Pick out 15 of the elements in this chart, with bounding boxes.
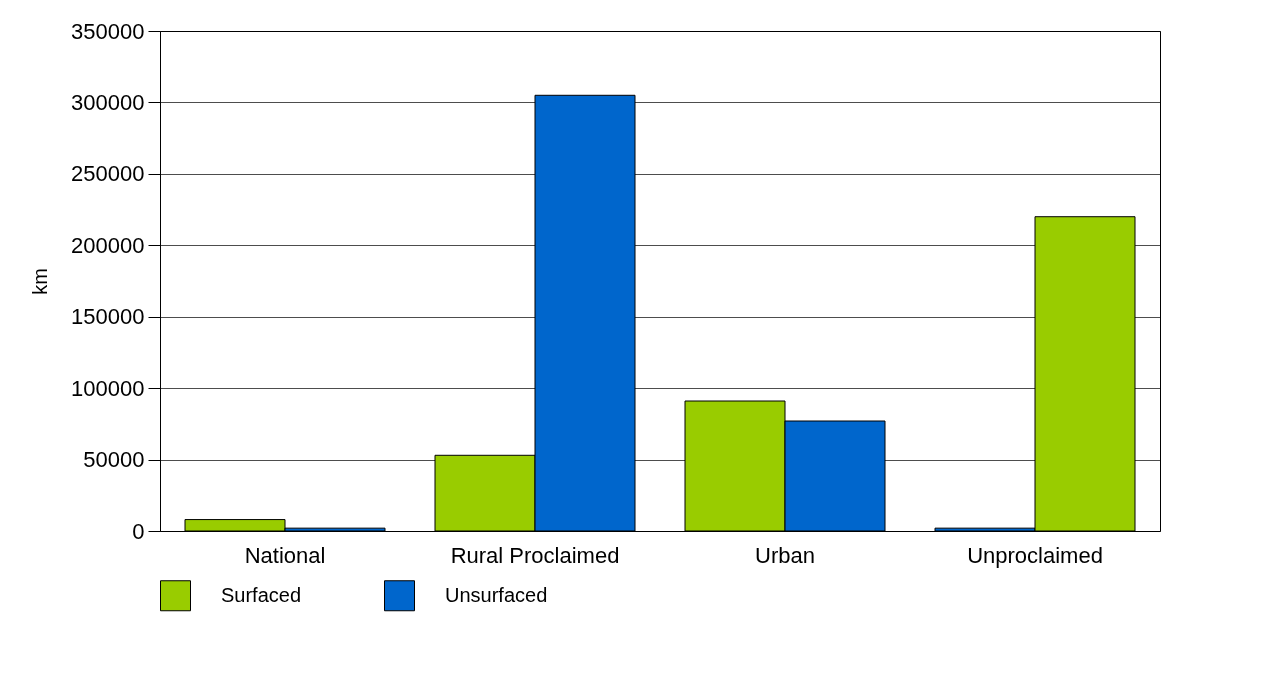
- legend-label: Surfaced: [221, 583, 302, 606]
- y-tick-label: 150000: [71, 304, 145, 330]
- x-tick-label: National: [244, 542, 326, 568]
- y-tick-label: 100000: [71, 375, 145, 401]
- y-tick-label: 50000: [83, 447, 145, 473]
- x-tick-label: Urban: [755, 542, 815, 568]
- x-tick-label: Unproclaimed: [967, 542, 1103, 568]
- y-tick-label: 200000: [71, 232, 145, 258]
- x-tick-label: Rural Proclaimed: [450, 542, 620, 568]
- y-axis-title: km: [29, 268, 52, 295]
- y-tick-label: 0: [132, 518, 145, 544]
- y-tick-label: 300000: [71, 89, 145, 115]
- y-tick-label: 250000: [71, 161, 145, 187]
- legend-label: Unsurfaced: [445, 583, 548, 606]
- y-tick-label: 350000: [71, 18, 145, 44]
